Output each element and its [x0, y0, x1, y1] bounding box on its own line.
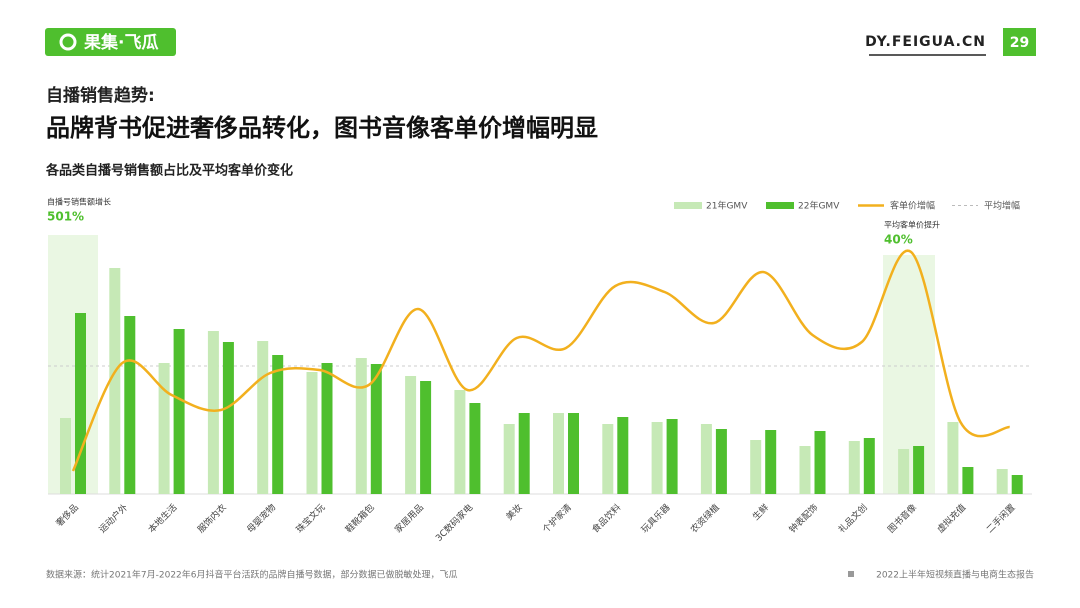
- x-tick-label: 3C数码家电: [433, 501, 475, 543]
- x-tick-label: 虚拟充值: [934, 501, 968, 535]
- bar: [799, 446, 811, 494]
- x-tick-label: 珠宝文玩: [293, 501, 327, 535]
- line: [71, 249, 1010, 472]
- x-tick-label: 美妆: [503, 501, 524, 522]
- bar: [124, 316, 136, 494]
- bar: [863, 438, 875, 494]
- legend-swatch: [674, 202, 702, 209]
- page-number: 29: [1010, 35, 1029, 51]
- bar: [553, 413, 564, 494]
- annotation-label: 平均客单价提升: [884, 220, 940, 230]
- bar: [814, 431, 826, 494]
- bar: [272, 355, 284, 494]
- bar: [321, 363, 333, 494]
- x-tick-label: 玩具乐器: [639, 501, 673, 535]
- bar: [109, 268, 121, 494]
- footer-icon: [848, 571, 854, 577]
- bar: [765, 430, 777, 494]
- x-tick-label: 生鲜: [750, 501, 771, 522]
- bar: [257, 341, 269, 494]
- logo-box: [45, 28, 176, 56]
- bar: [355, 358, 367, 494]
- bar: [715, 429, 727, 494]
- legend-label: 21年GMV: [706, 200, 748, 212]
- bar: [207, 331, 219, 494]
- bar: [962, 467, 974, 494]
- bar: [222, 342, 234, 494]
- logo: 果集·飞瓜: [84, 32, 158, 53]
- bar: [1011, 475, 1023, 494]
- bar: [666, 419, 678, 494]
- bar: [370, 364, 382, 494]
- annotation-label: 自播号销售额增长: [47, 197, 111, 207]
- x-tick-label: 钟表配饰: [786, 501, 820, 535]
- section: 自播销售趋势:: [46, 85, 155, 106]
- logo-icon: [59, 33, 77, 51]
- bar: [75, 313, 86, 494]
- bar: [173, 329, 185, 494]
- x-tick-label: 家居用品: [392, 501, 426, 535]
- bar: [405, 376, 417, 494]
- legend-swatch: [766, 202, 794, 209]
- bar: [700, 424, 712, 494]
- bar: [60, 418, 71, 494]
- bar: [469, 403, 481, 494]
- x-tick-label: 母婴宠物: [244, 501, 278, 535]
- x-tick-label: 运动户外: [96, 501, 130, 535]
- bar: [898, 449, 910, 494]
- bar: [996, 469, 1008, 494]
- x-tick-label: 食品饮料: [589, 501, 623, 535]
- report: 2022上半年短视频直播与电商生态报告: [876, 569, 1034, 581]
- x-tick-label: 服饰内衣: [195, 501, 229, 535]
- source: 数据来源：统计2021年7月-2022年6月抖音平台活跃的品牌自播号数据，部分数…: [46, 569, 458, 581]
- legend-label: 客单价增幅: [890, 200, 935, 212]
- bar: [568, 413, 579, 494]
- x-tick-label: 奢侈品: [53, 501, 81, 529]
- bar: [651, 422, 663, 494]
- headline: 品牌背书促进奢侈品转化，图书音像客单价增幅明显: [46, 114, 598, 142]
- x-tick-label: 鞋靴箱包: [343, 501, 377, 535]
- x-tick-label: 礼品文创: [836, 501, 870, 535]
- x-tick-label: 个护家清: [540, 501, 574, 535]
- bar: [750, 440, 762, 494]
- annotation-value: 501%: [47, 210, 84, 224]
- x-tick-label: 二手闲置: [984, 501, 1018, 535]
- x-tick-label: 农资绿植: [688, 501, 722, 535]
- bar: [913, 446, 925, 494]
- site: DY.FEIGUA.CN: [865, 34, 986, 50]
- bar: [420, 381, 432, 494]
- bar: [602, 424, 614, 494]
- annotation-value: 40%: [884, 233, 913, 247]
- bar: [518, 413, 530, 494]
- bar: [158, 363, 170, 494]
- bar: [503, 424, 515, 494]
- page-box: [1003, 28, 1036, 56]
- chart-title: 各品类自播号销售额占比及平均客单价变化: [45, 163, 293, 179]
- x-tick-label: 图书音像: [885, 501, 919, 535]
- legend-label: 22年GMV: [798, 200, 840, 212]
- bar: [306, 372, 318, 494]
- bar: [617, 417, 629, 494]
- bar: [454, 390, 466, 494]
- legend-label: 平均增幅: [984, 200, 1020, 212]
- x-tick-label: 本地生活: [146, 501, 180, 535]
- bar: [848, 441, 860, 494]
- bar: [947, 422, 959, 494]
- highlight: [48, 235, 98, 494]
